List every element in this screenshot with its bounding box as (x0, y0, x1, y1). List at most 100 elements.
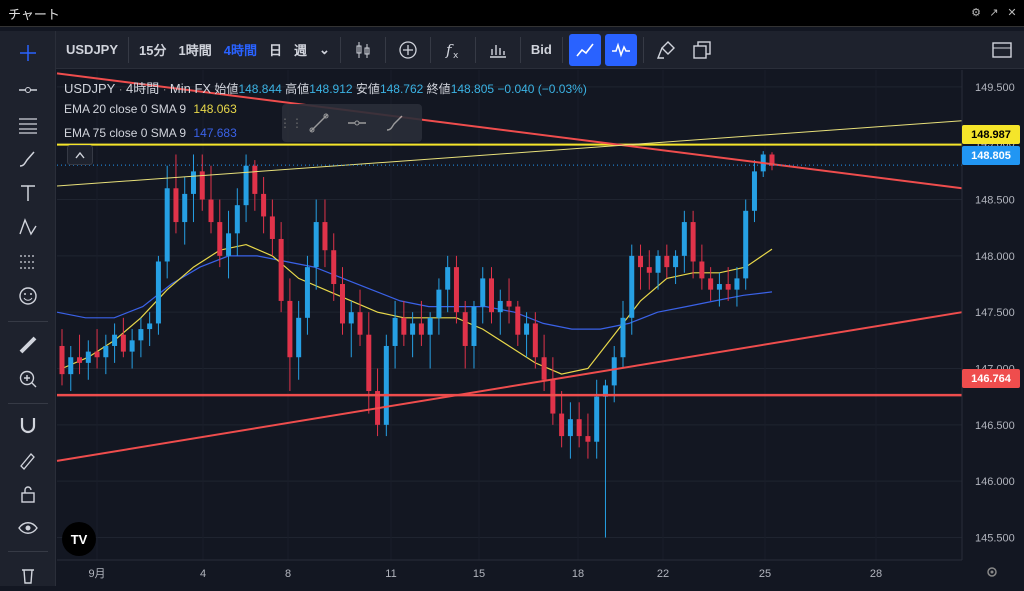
candle-body (445, 267, 451, 290)
pattern-tool-icon[interactable] (12, 211, 44, 243)
eye-icon[interactable] (12, 512, 44, 544)
candle-body (322, 222, 328, 251)
open-value: 148.844 (238, 82, 282, 96)
ema75-line (56, 255, 773, 330)
time-tick-label: 28 (870, 568, 882, 580)
candle-body (59, 345, 65, 375)
trend-chart-icon[interactable] (568, 33, 601, 66)
candle-body (427, 317, 433, 335)
legend-source: Min FX (169, 81, 212, 96)
settings-icon[interactable]: ⚙ (971, 6, 981, 19)
clear-brush-icon[interactable] (650, 34, 682, 66)
candle-type-icon[interactable] (347, 34, 379, 66)
candle-body (497, 300, 503, 313)
candle-body (436, 289, 442, 318)
fib-tool-icon[interactable] (12, 109, 44, 141)
candle-body (708, 278, 714, 290)
candle-body (532, 323, 538, 358)
candle-body (550, 379, 556, 414)
bid-button[interactable]: Bid (530, 42, 552, 57)
candle-body (638, 255, 644, 268)
lock-drawing-icon[interactable] (12, 443, 44, 475)
tradingview-logo[interactable]: TV (62, 522, 96, 556)
chart-settings-gear-icon[interactable] (985, 565, 999, 579)
candle-body (278, 238, 284, 301)
interval-1h[interactable]: 1時間 (178, 43, 212, 58)
trendline-tool-icon[interactable] (300, 104, 338, 142)
horizontal-ray-tool-icon[interactable] (338, 104, 376, 142)
popout-icon[interactable]: ↗ (989, 6, 999, 19)
candle-body (699, 261, 705, 279)
price-tick-label: 146.000 (975, 476, 1015, 488)
interval-dropdown-icon[interactable]: ⌄ (319, 41, 330, 57)
collapse-legend-button[interactable] (67, 145, 93, 165)
candle-body (226, 233, 232, 256)
layout-icon[interactable] (986, 34, 1018, 66)
time-tick-label: 9月 (88, 568, 105, 580)
candle-body (734, 278, 740, 290)
candle-body (392, 317, 398, 346)
candle-body (453, 267, 459, 313)
interval-15m[interactable]: 15分 (139, 43, 167, 58)
ema75-label: EMA 75 close 0 SMA 9 (64, 126, 187, 140)
candle-body (217, 222, 223, 256)
emoji-icon[interactable] (12, 280, 44, 312)
low-label: 安値 (355, 82, 380, 96)
measure-lines-icon[interactable] (12, 246, 44, 278)
thin-channel-line (56, 120, 963, 187)
candle-body (164, 188, 170, 262)
time-tick-label: 8 (285, 568, 291, 580)
interval-day[interactable]: 日 (268, 43, 282, 58)
time-tick-label: 15 (473, 568, 485, 580)
price-tick-label: 149.500 (975, 82, 1015, 94)
templates-icon[interactable] (482, 34, 514, 66)
candle-body (751, 171, 757, 211)
open-label: 始値 (214, 82, 239, 96)
window-titlebar: チャート ⚙ ↗ ✕ (0, 0, 1024, 27)
candle-body (190, 171, 196, 194)
high-label: 高値 (285, 82, 310, 96)
brush-tool-icon[interactable] (12, 143, 44, 175)
candle-body (524, 323, 530, 335)
candle-body (629, 255, 635, 318)
candle-body (383, 345, 389, 425)
candle-body (471, 306, 477, 346)
ema20-legend[interactable]: EMA 20 close 0 SMA 9 148.063 (64, 102, 237, 116)
time-tick-label: 22 (657, 568, 669, 580)
candle-body (690, 222, 696, 262)
candle-body (252, 165, 258, 194)
text-tool-icon[interactable] (12, 177, 44, 209)
symbol-button[interactable]: USDJPY (66, 42, 119, 57)
compare-plus-icon[interactable] (392, 34, 424, 66)
crosshair-icon[interactable] (12, 37, 44, 69)
brush-style-icon[interactable] (376, 104, 414, 142)
candle-body (287, 300, 293, 358)
candle-body (664, 255, 670, 268)
close-icon[interactable]: ✕ (1007, 6, 1017, 19)
pulse-icon[interactable] (604, 33, 637, 66)
candle-body (199, 171, 205, 200)
close-label: 終値 (426, 82, 451, 96)
horizontal-line-tool-icon[interactable] (12, 74, 44, 106)
trash-icon[interactable] (12, 559, 44, 591)
ema75-legend[interactable]: EMA 75 close 0 SMA 9 147.683 (64, 126, 237, 140)
ema20-label: EMA 20 close 0 SMA 9 (64, 102, 187, 116)
layers-icon[interactable] (686, 34, 718, 66)
interval-4h[interactable]: 4時間 (223, 43, 257, 58)
candle-body (655, 255, 661, 273)
price-tick-label: 146.500 (975, 420, 1015, 432)
drag-handle-icon[interactable]: ⋮⋮ (279, 116, 303, 130)
candle-body (594, 396, 600, 442)
ruler-icon[interactable] (12, 329, 44, 361)
candle-body (147, 323, 153, 330)
close-value: 148.805 (450, 82, 495, 96)
candle-body (208, 199, 214, 223)
interval-week[interactable]: 週 (293, 43, 307, 58)
zoom-in-icon[interactable] (12, 363, 44, 395)
drawing-floating-panel: ⋮⋮ (279, 104, 422, 142)
magnet-icon[interactable] (12, 409, 44, 441)
lock-icon[interactable] (12, 478, 44, 510)
